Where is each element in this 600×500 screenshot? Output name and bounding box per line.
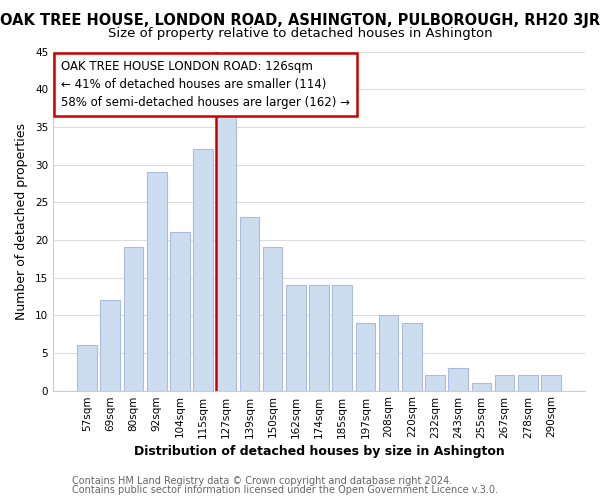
Bar [541, 376, 561, 390]
Y-axis label: Number of detached properties: Number of detached properties [15, 122, 28, 320]
Bar [425, 376, 445, 390]
Bar [77, 346, 97, 391]
Bar [239, 218, 259, 390]
Bar [332, 285, 352, 391]
Bar [402, 323, 422, 390]
Text: OAK TREE HOUSE, LONDON ROAD, ASHINGTON, PULBOROUGH, RH20 3JR: OAK TREE HOUSE, LONDON ROAD, ASHINGTON, … [0, 12, 600, 28]
Bar [124, 248, 143, 390]
Bar [147, 172, 167, 390]
Text: Contains public sector information licensed under the Open Government Licence v.: Contains public sector information licen… [72, 485, 498, 495]
Bar [286, 285, 305, 391]
Text: Contains HM Land Registry data © Crown copyright and database right 2024.: Contains HM Land Registry data © Crown c… [72, 476, 452, 486]
Bar [495, 376, 514, 390]
Bar [217, 112, 236, 390]
Bar [379, 315, 398, 390]
Text: OAK TREE HOUSE LONDON ROAD: 126sqm
← 41% of detached houses are smaller (114)
58: OAK TREE HOUSE LONDON ROAD: 126sqm ← 41%… [61, 60, 350, 109]
Bar [263, 248, 283, 390]
Bar [309, 285, 329, 391]
Bar [518, 376, 538, 390]
X-axis label: Distribution of detached houses by size in Ashington: Distribution of detached houses by size … [134, 444, 505, 458]
Bar [356, 323, 375, 390]
Bar [472, 383, 491, 390]
Text: Size of property relative to detached houses in Ashington: Size of property relative to detached ho… [107, 28, 493, 40]
Bar [100, 300, 120, 390]
Bar [170, 232, 190, 390]
Bar [193, 150, 213, 390]
Bar [448, 368, 468, 390]
